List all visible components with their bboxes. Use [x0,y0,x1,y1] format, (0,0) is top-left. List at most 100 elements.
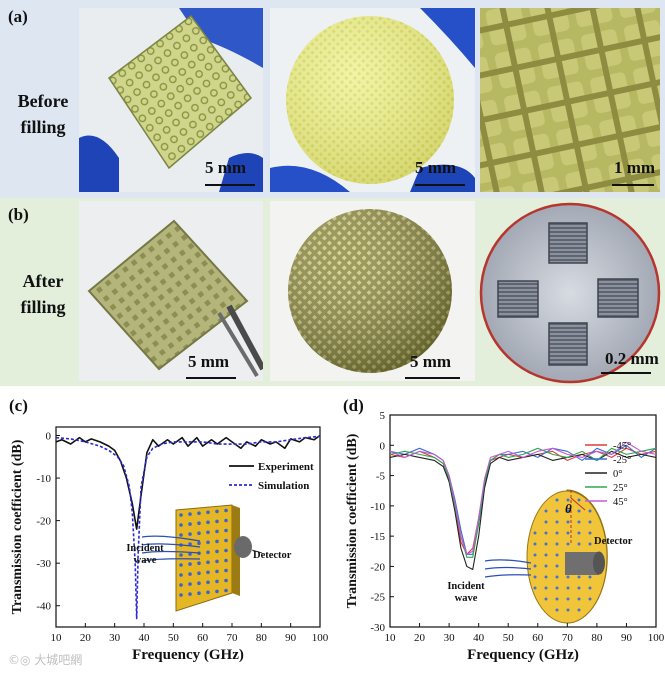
inset-hemisphere-dot [555,564,559,568]
x-tick-label-40: 40 [473,632,485,644]
annotation-incident-wave-d2: wave [455,593,478,604]
inset-hemisphere-dot [555,498,559,502]
inset-slab-dot [188,542,192,546]
inset-slab-dot [206,570,210,575]
inset-slab-dot [206,520,210,525]
inset-hemisphere-dot [566,520,570,524]
photo-hemisphere-after [270,201,475,381]
inset-slab-dot [197,511,201,515]
x-tick-label-40: 40 [139,632,151,644]
inset-hemisphere-dot [588,542,592,546]
inset-hemisphere-dot [577,498,581,502]
y-tick-label--10: -10 [370,501,385,513]
inset-slab-dot [188,592,192,596]
scale-bar-a3 [612,184,654,186]
inset-slab-dot [197,531,201,535]
inset-slab-dot [215,589,219,594]
inset-hemisphere-dot [544,597,548,601]
inset-slab-dot [188,532,192,536]
inset-slab-dot [179,523,183,527]
x-tick-label-70: 70 [562,632,574,644]
scale-label-b2: 5 mm [410,352,452,371]
panel-a-row-title: Before filling [8,88,78,140]
inset-slab-dot [206,560,210,565]
inset-hemisphere-dot [577,531,581,535]
x-tick-label-50: 50 [168,632,180,644]
inset-slab-dot [179,583,183,587]
legend-c-experiment: Experiment [258,461,314,473]
legend-d: -45° -25° 0° 25° 45° [585,441,631,508]
inset-slab-dot [215,519,219,524]
scale-bar-b2 [405,377,460,379]
inset-hemisphere-dot [544,553,548,557]
hemisphere-inset-illustration [484,489,608,624]
series-line-Simulation [55,435,321,620]
y-tick-label--15: -15 [370,531,385,543]
inset-slab-dot [197,561,201,565]
panel-b-row-title: After filling [8,268,78,320]
x-tick-label-90: 90 [621,632,633,644]
scale-label-a3: 1 mm [614,158,656,177]
scale-bar-a2 [415,184,465,186]
inset-hemisphere-dot [544,564,548,568]
inset-slab-dot [215,579,219,584]
legend-d-label-1: -25° [613,455,631,466]
inset-slab-dot [224,548,228,553]
inset-slab-dot [215,559,219,564]
inset-hemisphere-dot [588,520,592,524]
inset-hemisphere-dot [544,586,548,590]
inset-hemisphere-dot [555,542,559,546]
inset-hemisphere-dot [544,520,548,524]
inset-slab-dot [206,540,210,545]
chart-d: (d) θ Detector Incident wave 10 20 30 40 50 6… [343,396,665,663]
scale-bar-a1 [205,184,255,186]
x-tick-label-30: 30 [444,632,456,644]
plot-frame-d [389,414,657,628]
y-tick-label-0: 0 [46,431,52,443]
inset-slab-dot [188,522,192,526]
x-tick-label-20: 20 [414,632,426,644]
inset-hemisphere-dot [588,575,592,579]
annotation-theta: θ [565,501,572,516]
inset-slab-dot [215,549,219,554]
inset-hemisphere-dot [533,564,537,568]
y-tick-label--25: -25 [370,592,385,604]
legend-d-label-2: 0° [613,469,622,480]
y-tick-label--20: -20 [36,516,51,528]
inset-slab-dot [224,528,228,533]
inset-slab-dot [224,568,228,573]
inset-slab-dot [179,593,183,597]
legend-d-label-4: 45° [613,497,628,508]
y-tick-label--40: -40 [36,601,51,613]
inset-hemisphere-dot [555,575,559,579]
inset-slab-dot [188,572,192,576]
x-tick-label-80: 80 [256,632,268,644]
y-tick-label-0: 0 [380,440,386,452]
inset-hemisphere-dot [566,575,570,579]
inset-hemisphere-dot [555,586,559,590]
photo-lattice-square-after [79,201,263,381]
inset-hemisphere-dot [566,509,570,513]
x-tick-label-20: 20 [80,632,92,644]
y-tick-label--10: -10 [36,473,51,485]
inset-hemisphere-dot [577,575,581,579]
inset-slab-dot [188,512,192,516]
y-axis-label-c: Transmission coefficient (dB) [10,439,25,614]
x-tick-label-60: 60 [197,632,209,644]
inset-hemisphere-dot [588,509,592,513]
inset-slab-dot [215,569,219,574]
inset-slab-dot [179,553,183,557]
inset-hemisphere-dot [555,531,559,535]
inset-slab-dot [197,541,201,545]
legend-d-label-3: 25° [613,483,628,494]
inset-slab-dot [206,550,210,555]
inset-hemisphere-dot [566,586,570,590]
inset-slab-dot [179,513,183,517]
x-tick-label-10: 10 [51,632,63,644]
inset-hemisphere-dot [555,553,559,557]
inset-slab-dot [206,530,210,535]
y-tick-label--5: -5 [376,471,386,483]
inset-hemisphere-dot [577,520,581,524]
panel-b-row-title-line1: After [22,271,64,291]
photo-unit-cell-zoom-before [480,8,660,192]
